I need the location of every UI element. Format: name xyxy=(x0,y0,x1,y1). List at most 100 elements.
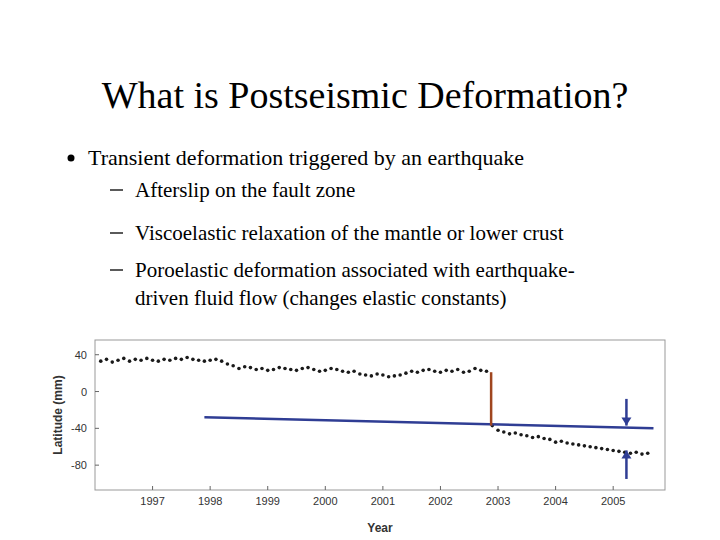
data-point xyxy=(214,358,218,362)
data-point xyxy=(168,358,172,362)
data-point xyxy=(237,367,241,371)
data-point xyxy=(220,359,224,363)
data-point xyxy=(254,368,258,372)
data-point xyxy=(588,445,592,449)
data-point xyxy=(554,440,558,444)
x-tick-label: 2000 xyxy=(313,495,337,507)
data-point xyxy=(162,358,166,362)
sub-bullet-text: Viscoelastic relaxation of the mantle or… xyxy=(135,221,564,245)
data-point xyxy=(473,367,477,371)
data-point xyxy=(531,436,535,440)
data-point xyxy=(640,452,644,456)
data-point xyxy=(634,450,638,454)
sub-bullet-dash xyxy=(110,232,123,233)
x-tick-label: 2001 xyxy=(371,495,395,507)
data-point xyxy=(157,359,161,363)
data-point xyxy=(324,369,328,373)
sub-bullet-text: driven fluid flow (changes elastic const… xyxy=(135,286,506,310)
data-point xyxy=(387,375,391,379)
sub-bullet-text: Poroelastic deformation associated with … xyxy=(135,258,575,282)
data-point xyxy=(231,364,235,368)
x-tick-label: 1998 xyxy=(198,495,222,507)
data-point xyxy=(174,357,178,361)
x-tick-label: 2005 xyxy=(601,495,625,507)
x-tick xyxy=(210,486,211,490)
y-tick xyxy=(95,428,99,429)
y-tick xyxy=(95,391,99,392)
data-point xyxy=(416,370,420,374)
data-point xyxy=(542,437,546,441)
data-point xyxy=(393,374,397,378)
data-point xyxy=(197,358,201,362)
data-point xyxy=(565,441,569,445)
x-tick xyxy=(440,486,441,490)
data-point xyxy=(398,373,402,377)
y-tick-label: -80 xyxy=(71,459,87,471)
data-point xyxy=(139,358,143,362)
data-point xyxy=(283,367,287,371)
arrow-head xyxy=(621,450,631,458)
data-point xyxy=(260,367,264,371)
data-point xyxy=(151,358,155,362)
bullet-dot xyxy=(68,155,75,162)
data-point xyxy=(295,369,299,373)
data-point xyxy=(122,357,126,361)
data-point xyxy=(496,428,500,432)
data-point xyxy=(646,451,650,455)
data-point xyxy=(243,365,247,369)
x-tick-label: 1999 xyxy=(255,495,279,507)
x-tick-label: 1997 xyxy=(140,495,164,507)
data-point xyxy=(99,359,103,363)
data-point xyxy=(439,370,443,374)
x-tick-label: 2004 xyxy=(543,495,567,507)
data-point xyxy=(306,366,310,370)
data-point xyxy=(341,369,345,373)
y-axis-label: Latitude (mm) xyxy=(51,375,65,454)
data-point xyxy=(318,369,322,373)
x-axis-label: Year xyxy=(367,521,393,535)
data-point xyxy=(249,366,253,370)
data-point xyxy=(462,370,466,374)
data-point xyxy=(502,430,506,434)
x-tick xyxy=(152,486,153,490)
x-tick xyxy=(267,486,268,490)
data-point xyxy=(444,369,448,373)
annotation-line xyxy=(204,417,653,428)
data-point xyxy=(548,438,552,442)
data-point xyxy=(191,358,195,362)
data-point xyxy=(145,357,149,361)
data-point xyxy=(410,369,414,373)
data-point xyxy=(370,374,374,378)
plot-marks xyxy=(99,356,654,479)
data-point xyxy=(519,433,523,437)
data-point xyxy=(508,432,512,436)
data-point xyxy=(266,369,270,373)
data-point xyxy=(300,367,304,371)
data-point xyxy=(583,444,587,448)
annotation-line xyxy=(490,372,493,425)
data-point xyxy=(467,369,471,373)
data-point xyxy=(427,368,431,372)
data-point xyxy=(329,367,333,371)
data-point xyxy=(352,369,356,373)
data-point xyxy=(375,372,379,376)
data-point xyxy=(594,446,598,450)
data-point xyxy=(433,369,437,373)
data-point xyxy=(289,368,293,372)
data-point xyxy=(105,358,109,362)
data-point xyxy=(450,369,454,373)
data-point xyxy=(312,368,316,372)
data-point xyxy=(571,442,575,446)
data-point xyxy=(364,373,368,377)
data-point xyxy=(358,372,362,376)
data-point xyxy=(134,358,138,362)
sub-bullet-dash xyxy=(110,189,123,190)
data-point xyxy=(629,451,633,455)
data-point xyxy=(525,434,529,438)
data-point xyxy=(456,368,460,372)
data-point xyxy=(560,439,564,443)
data-point xyxy=(272,368,276,372)
sub-bullet-dash xyxy=(110,269,123,270)
data-point xyxy=(514,431,518,435)
data-point xyxy=(128,359,132,363)
